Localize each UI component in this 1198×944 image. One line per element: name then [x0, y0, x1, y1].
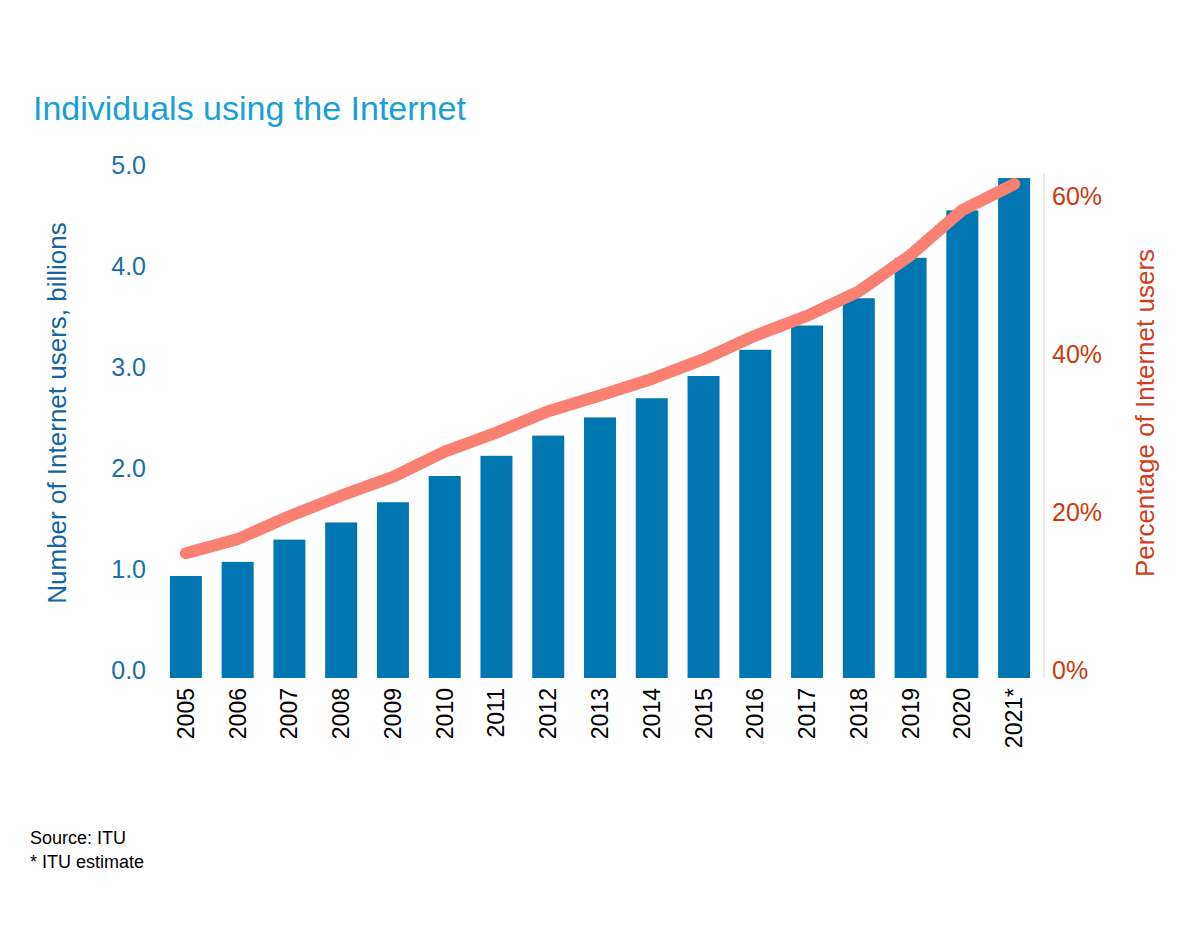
title: Individuals using the Internet — [33, 89, 466, 127]
x-tick-label: 2019 — [898, 688, 924, 739]
chart: Individuals using the Internet 0.0 1.0 2.0 3… — [0, 0, 1198, 944]
bar — [843, 298, 875, 678]
y-axis-title: Number of Internet users, billions — [42, 222, 72, 604]
bar — [480, 456, 512, 678]
y2-tick-label: 20% — [1052, 498, 1102, 526]
note: Source: ITU — [30, 828, 126, 848]
bar — [325, 522, 357, 678]
bar — [377, 502, 409, 678]
plot-area — [170, 178, 1030, 678]
x-tick-label: 2021* — [1001, 688, 1027, 748]
x-tick-label: 2014 — [639, 688, 665, 739]
bar — [998, 178, 1030, 678]
bar — [170, 576, 202, 678]
y-tick-label: 3.0 — [111, 353, 146, 381]
x-tick-label: 2010 — [432, 688, 458, 739]
y-tick-label: 2.0 — [111, 454, 146, 482]
bar — [739, 350, 771, 678]
x-tick-label: 2005 — [173, 688, 199, 739]
y-tick-label: 1.0 — [111, 555, 146, 583]
y2-axis-line — [1044, 173, 1045, 678]
x-tick-label: 2013 — [587, 688, 613, 739]
bar — [791, 326, 823, 678]
bar — [636, 398, 668, 678]
bar — [222, 562, 254, 678]
x-tick-label: 2009 — [380, 688, 406, 739]
y-tick-label: 4.0 — [111, 252, 146, 280]
x-tick-label: 2012 — [535, 688, 561, 739]
y2-tick-label: 40% — [1052, 340, 1102, 368]
x-tick-label: 2011 — [483, 688, 509, 737]
bar — [688, 376, 720, 678]
line — [186, 184, 1014, 553]
x-tick-label: 2020 — [949, 688, 975, 739]
bar — [895, 258, 927, 678]
note: * ITU estimate — [30, 852, 144, 872]
y-tick-label: 5.0 — [111, 151, 146, 179]
y2-tick-label: 0% — [1052, 656, 1088, 684]
x-tick-label: 2008 — [328, 688, 354, 739]
x-tick-label: 2015 — [691, 688, 717, 739]
x-tick-label: 2017 — [794, 688, 820, 739]
bar — [273, 540, 305, 678]
bar — [532, 436, 564, 678]
y2-axis-title: Percentage of Internet users — [1130, 249, 1160, 577]
bar — [584, 417, 616, 678]
x-tick-label: 2006 — [225, 688, 251, 739]
x-tick-label: 2018 — [846, 688, 872, 739]
y2-tick-label: 60% — [1052, 182, 1102, 210]
y-tick-label: 0.0 — [111, 656, 146, 684]
bar — [946, 210, 978, 678]
x-tick-label: 2007 — [276, 688, 302, 739]
x-tick-label: 2016 — [742, 688, 768, 739]
bar — [429, 476, 461, 678]
